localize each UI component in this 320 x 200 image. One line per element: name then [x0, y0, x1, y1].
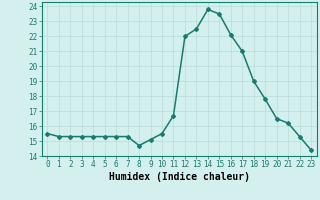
X-axis label: Humidex (Indice chaleur): Humidex (Indice chaleur) [109, 172, 250, 182]
